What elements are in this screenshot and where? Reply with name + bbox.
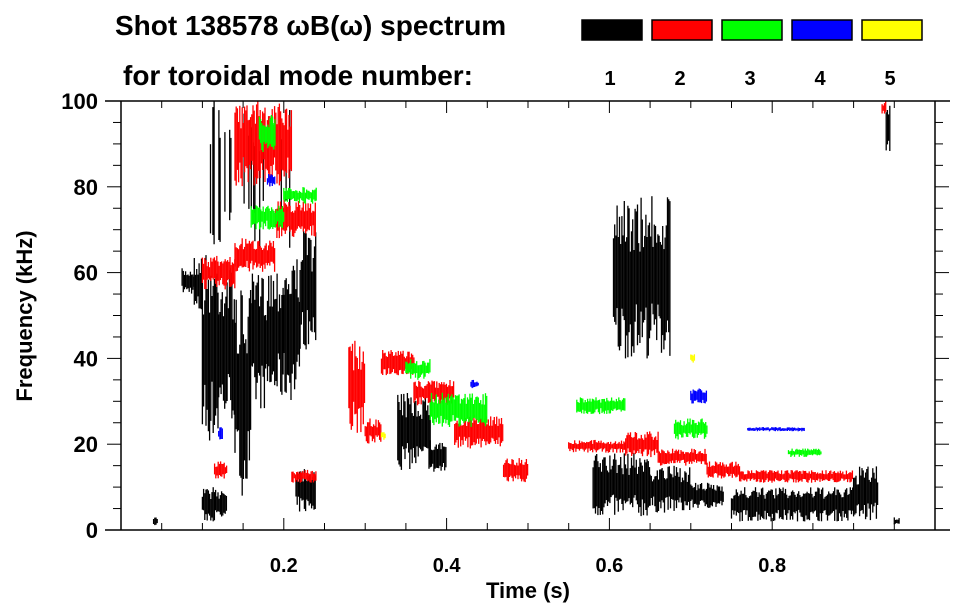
mode-1-region bbox=[266, 273, 284, 395]
series-mode-3 bbox=[250, 115, 822, 457]
x-axis-label: Time (s) bbox=[486, 578, 570, 603]
mode-5-region bbox=[690, 354, 696, 363]
mode-2-region bbox=[657, 448, 707, 466]
legend-swatch-1 bbox=[581, 19, 643, 41]
y-tick-label: 0 bbox=[86, 518, 98, 543]
mode-3-region bbox=[787, 448, 822, 457]
mode-3-region bbox=[258, 115, 276, 152]
mode-2-region bbox=[568, 439, 626, 453]
mode-2-region bbox=[291, 469, 317, 483]
mode-1-region bbox=[397, 393, 431, 470]
mode-4-region bbox=[690, 388, 708, 404]
legend-swatch-5 bbox=[861, 19, 923, 41]
mode-2-region bbox=[881, 101, 887, 114]
mode-2-region bbox=[738, 470, 854, 483]
spectrogram-marks bbox=[152, 101, 900, 526]
mode-1-region bbox=[429, 440, 447, 472]
legend-swatch-3 bbox=[721, 19, 783, 41]
mode-2-region bbox=[234, 238, 276, 272]
x-tick-label: 0.6 bbox=[595, 555, 623, 577]
legend-label-4: 4 bbox=[814, 68, 826, 90]
mode-1-region bbox=[234, 290, 252, 496]
mode-1-region bbox=[730, 487, 854, 522]
mode-1-region bbox=[181, 268, 195, 294]
mode-1-region bbox=[690, 482, 724, 508]
mode-1-region bbox=[299, 231, 317, 350]
series-mode-5 bbox=[380, 354, 696, 440]
mode-1-region bbox=[201, 487, 228, 522]
legend-swatch-4 bbox=[791, 19, 853, 41]
mode-1-region bbox=[218, 268, 235, 419]
y-tick-label: 20 bbox=[74, 432, 98, 457]
x-tick-label: 0.8 bbox=[758, 555, 786, 577]
y-tick-label: 60 bbox=[74, 261, 98, 286]
series-mode-4 bbox=[218, 174, 805, 440]
legend-label-5: 5 bbox=[884, 68, 895, 90]
mode-3-region bbox=[405, 359, 431, 380]
y-tick-label: 80 bbox=[74, 175, 98, 200]
legend: 1 2 3 4 5 bbox=[581, 19, 923, 90]
mode-5-region bbox=[380, 432, 386, 440]
mode-4-region bbox=[218, 427, 223, 440]
legend-label-2: 2 bbox=[674, 68, 685, 90]
mode-3-region bbox=[283, 187, 317, 204]
x-tick-label: 0.4 bbox=[433, 555, 462, 577]
mode-1-region bbox=[612, 196, 671, 359]
legend-label-1: 1 bbox=[604, 68, 615, 90]
mode-3-region bbox=[576, 397, 626, 415]
mode-1-region bbox=[893, 517, 900, 525]
mode-2-region bbox=[213, 461, 228, 479]
mode-2-region bbox=[502, 458, 529, 483]
axes: 0.2 0.4 0.6 0.8 0 20 40 60 80 100 bbox=[61, 89, 950, 577]
mode-1-region bbox=[852, 466, 879, 521]
mode-1-region bbox=[250, 273, 268, 409]
y-tick-label: 100 bbox=[61, 89, 98, 114]
mode-3-region bbox=[429, 392, 488, 427]
mode-3-region bbox=[250, 205, 285, 230]
x-tick-label: 0.2 bbox=[270, 555, 298, 577]
mode-2-region bbox=[706, 461, 741, 479]
series-mode-1 bbox=[152, 101, 900, 526]
y-tick-label: 40 bbox=[74, 346, 98, 371]
mode-3-region bbox=[673, 418, 708, 440]
mode-2-region bbox=[234, 101, 293, 187]
legend-label-3: 3 bbox=[744, 68, 755, 90]
mode-1-region bbox=[201, 255, 219, 441]
mode-1-region bbox=[152, 517, 158, 526]
mode-2-region bbox=[201, 255, 236, 290]
mode-4-region bbox=[470, 379, 479, 389]
mode-1-region bbox=[592, 453, 651, 517]
mode-1-region bbox=[193, 258, 203, 310]
y-axis-label: Frequency (kHz) bbox=[12, 230, 37, 401]
chart-title-line1: Shot 138578 ωB(ω) spectrum bbox=[115, 10, 506, 41]
mode-4-region bbox=[266, 174, 276, 187]
mode-2-region bbox=[364, 418, 382, 444]
mode-2-region bbox=[625, 431, 659, 458]
chart-title-line2: for toroidal mode number: bbox=[123, 60, 473, 91]
mode-4-region bbox=[747, 427, 805, 432]
mode-2-region bbox=[348, 340, 366, 433]
mode-1-region bbox=[649, 465, 691, 513]
legend-swatch-2 bbox=[651, 19, 713, 41]
mode-1-region bbox=[283, 259, 301, 400]
mode-1-region bbox=[885, 105, 891, 151]
